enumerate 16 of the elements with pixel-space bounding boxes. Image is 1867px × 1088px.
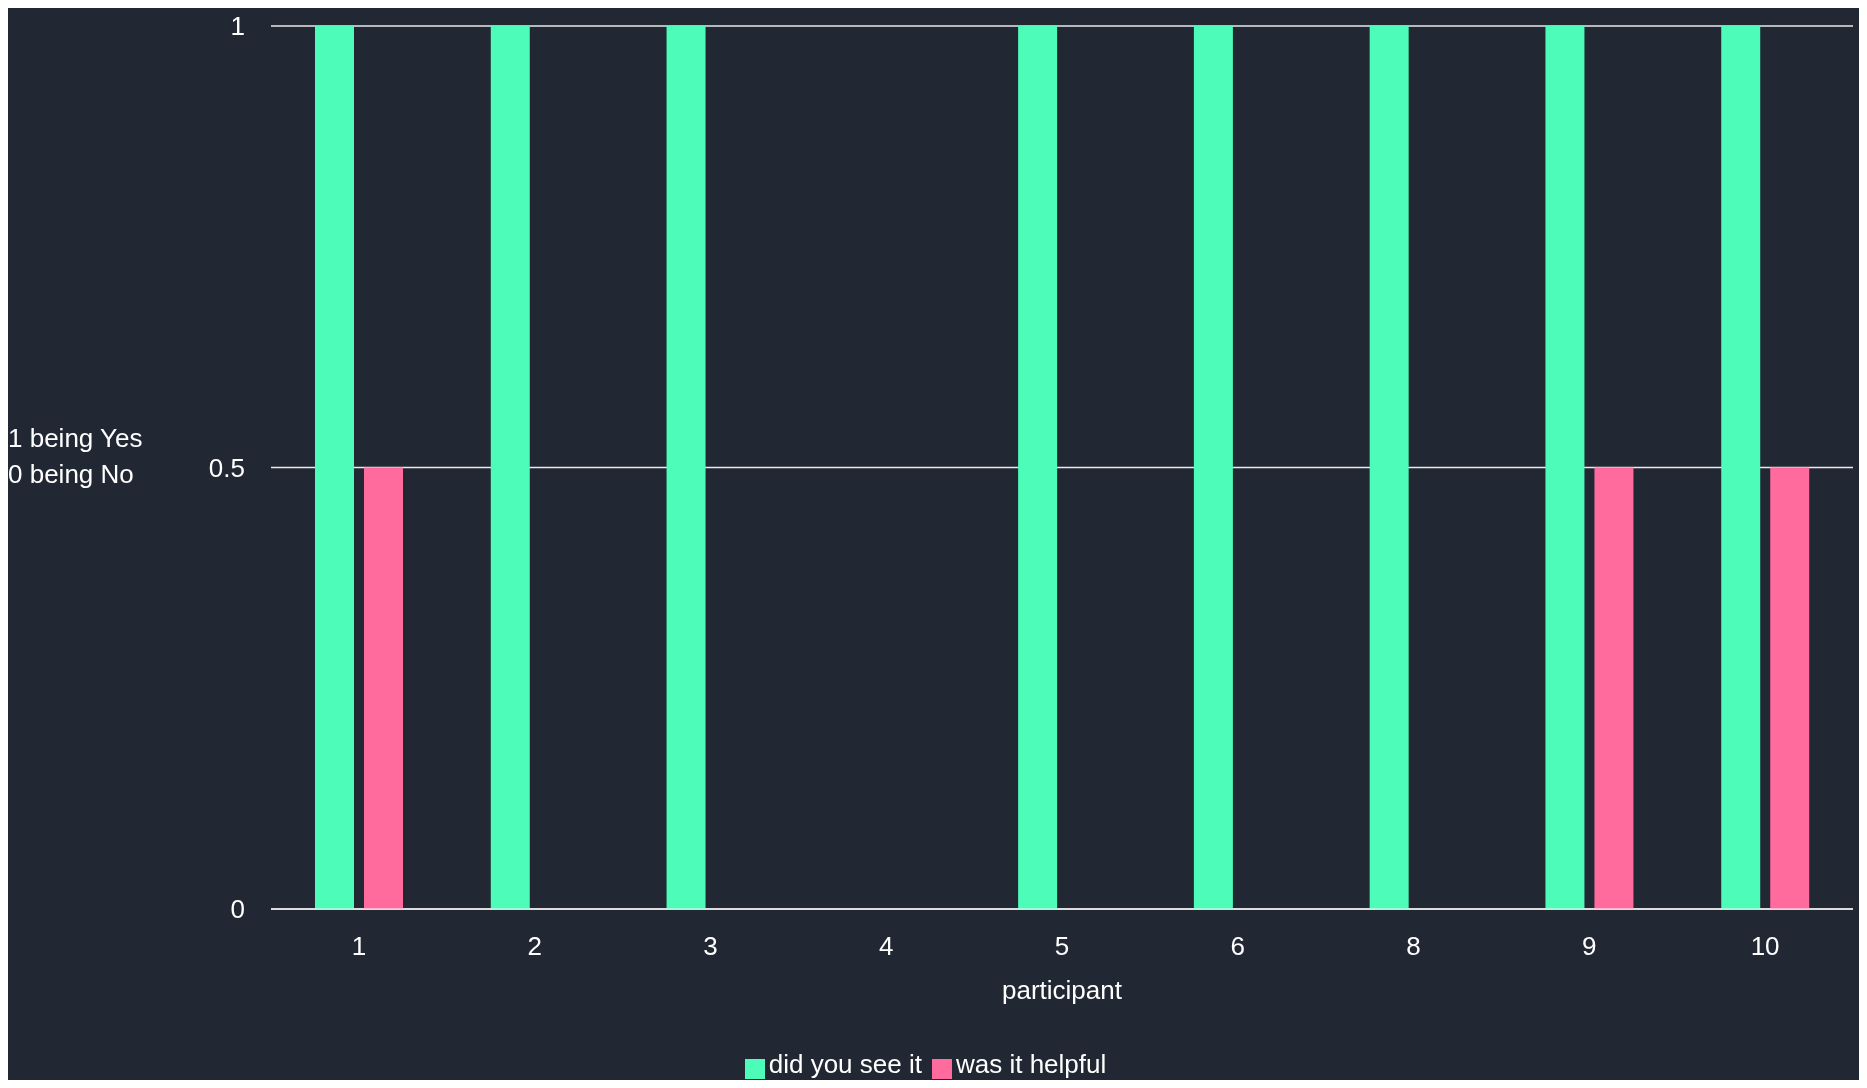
x-tick-label: 4 <box>878 931 894 962</box>
x-tick-label: 8 <box>1406 931 1421 962</box>
legend-label: was it helpful <box>955 1049 1107 1079</box>
y-tick-label: 0.5 <box>208 452 245 483</box>
legend-label: did you see it <box>768 1049 922 1079</box>
x-tick-label: 6 <box>1230 931 1246 962</box>
y-tick-label: 1 <box>230 11 245 42</box>
x-tick-label: 3 <box>703 931 718 962</box>
y-tick-label: 0 <box>230 894 245 925</box>
x-tick-label: 5 <box>1054 931 1070 962</box>
x-tick-label: 2 <box>527 931 542 962</box>
y-axis-title: 1 being Yes 0 being No <box>8 422 143 491</box>
x-tick-label: 10 <box>1750 931 1780 962</box>
x-tick-label: 9 <box>1582 931 1597 962</box>
x-axis-title: participant <box>1002 975 1123 1005</box>
x-tick-label: 1 <box>351 931 367 962</box>
